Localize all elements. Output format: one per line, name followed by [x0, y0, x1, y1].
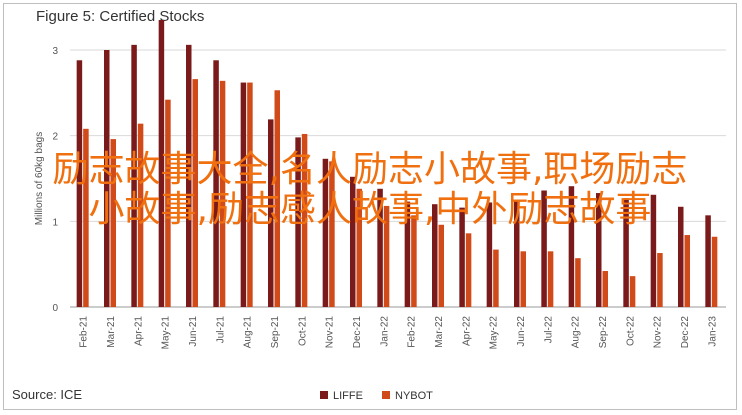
x-tick-label: Jul-21: [215, 316, 226, 344]
x-tick-label: Apr-21: [133, 316, 144, 346]
x-tick-label: Jan-23: [707, 316, 718, 347]
x-axis: Feb-21 Mar-21 Apr-21 May-21 Jun-21 Jul-21 Aug-…: [79, 316, 719, 350]
bar-nybot: [83, 128, 89, 307]
bar-liffe: [404, 201, 411, 307]
bar-liffe: [240, 82, 247, 307]
x-tick-label: Aug-22: [571, 316, 582, 349]
bar-nybot: [165, 99, 171, 307]
bar-nybot: [411, 215, 417, 307]
legend-swatch-liffe: [320, 391, 328, 399]
grid-lines: [70, 49, 726, 308]
y-axis-label: Millions of 60kg bags: [34, 132, 45, 225]
bar-liffe: [705, 215, 711, 307]
legend: LIFFE NYBOT: [320, 390, 433, 402]
bars: [76, 20, 718, 308]
bar-liffe: [158, 20, 165, 308]
bar-nybot: [465, 233, 472, 307]
bar-nybot: [575, 258, 581, 307]
bar-nybot: [629, 276, 636, 307]
bar-liffe: [514, 200, 520, 307]
x-tick-label: Nov-22: [653, 316, 664, 349]
bar-liffe: [377, 188, 383, 307]
bar-nybot: [356, 188, 362, 307]
legend-label-nybot: NYBOT: [395, 390, 433, 402]
bar-liffe: [623, 198, 629, 307]
bar-nybot: [711, 236, 718, 307]
bar-nybot: [301, 133, 308, 307]
bar-liffe: [432, 204, 438, 307]
y-axis: 0 1 2 3 Millions of 60kg bags: [34, 46, 58, 314]
x-tick-label: Jan-22: [379, 316, 390, 347]
x-tick-label: May-21: [161, 316, 172, 350]
bar-nybot: [547, 251, 554, 307]
bar-nybot: [684, 235, 690, 307]
bar-liffe: [295, 137, 301, 307]
bar-nybot: [383, 205, 390, 307]
x-tick-label: Aug-21: [243, 316, 254, 349]
bar-nybot: [493, 249, 499, 307]
x-tick-label: Dec-22: [680, 316, 691, 349]
legend-swatch-nybot: [382, 391, 390, 399]
x-tick-label: Mar-21: [106, 316, 117, 348]
bar-liffe: [459, 207, 465, 307]
bar-nybot: [274, 90, 280, 307]
x-tick-label: Mar-22: [434, 316, 445, 348]
x-tick-label: Jun-21: [188, 316, 199, 347]
x-tick-label: Sep-22: [598, 316, 609, 349]
bar-liffe: [486, 202, 493, 307]
bar-nybot: [137, 123, 144, 307]
bar-nybot: [329, 161, 335, 307]
x-tick-label: Oct-22: [625, 316, 636, 346]
bar-nybot: [602, 271, 608, 307]
x-tick-label: Sep-21: [270, 316, 281, 349]
bar-liffe: [350, 176, 356, 307]
y-tick-label: 1: [52, 217, 58, 228]
source-note: Source: ICE: [12, 387, 83, 402]
y-tick-label: 3: [52, 46, 58, 57]
x-tick-label: Nov-21: [325, 316, 336, 349]
bar-nybot: [192, 79, 198, 307]
bar-liffe: [76, 60, 83, 307]
x-tick-label: Apr-22: [461, 316, 472, 346]
bar-nybot: [657, 253, 663, 307]
bar-liffe: [541, 190, 547, 307]
x-tick-label: Dec-21: [352, 316, 363, 349]
bar-liffe: [322, 158, 329, 307]
bar-nybot: [219, 80, 226, 307]
x-tick-label: Oct-21: [297, 316, 308, 346]
x-tick-label: Jun-22: [516, 316, 527, 347]
bar-liffe: [131, 44, 137, 308]
bar-nybot: [110, 139, 116, 307]
chart-frame: [3, 3, 737, 410]
x-tick-label: Feb-21: [79, 316, 90, 348]
bar-liffe: [186, 44, 192, 308]
y-tick-label: 2: [52, 132, 58, 143]
bar-liffe: [104, 50, 110, 307]
x-tick-label: May-22: [489, 316, 500, 350]
y-tick-label: 0: [52, 303, 58, 314]
bar-nybot: [247, 82, 253, 307]
x-tick-label: Jul-22: [543, 316, 554, 344]
x-tick-label: Feb-22: [407, 316, 418, 348]
bar-liffe: [596, 193, 602, 307]
legend-label-liffe: LIFFE: [333, 390, 363, 402]
bar-liffe: [213, 60, 219, 307]
bar-nybot: [438, 224, 444, 307]
bar-liffe: [268, 119, 274, 307]
bar-nybot: [520, 251, 526, 307]
bar-liffe: [650, 194, 657, 307]
bar-liffe: [678, 206, 684, 307]
bar-liffe: [568, 186, 575, 307]
